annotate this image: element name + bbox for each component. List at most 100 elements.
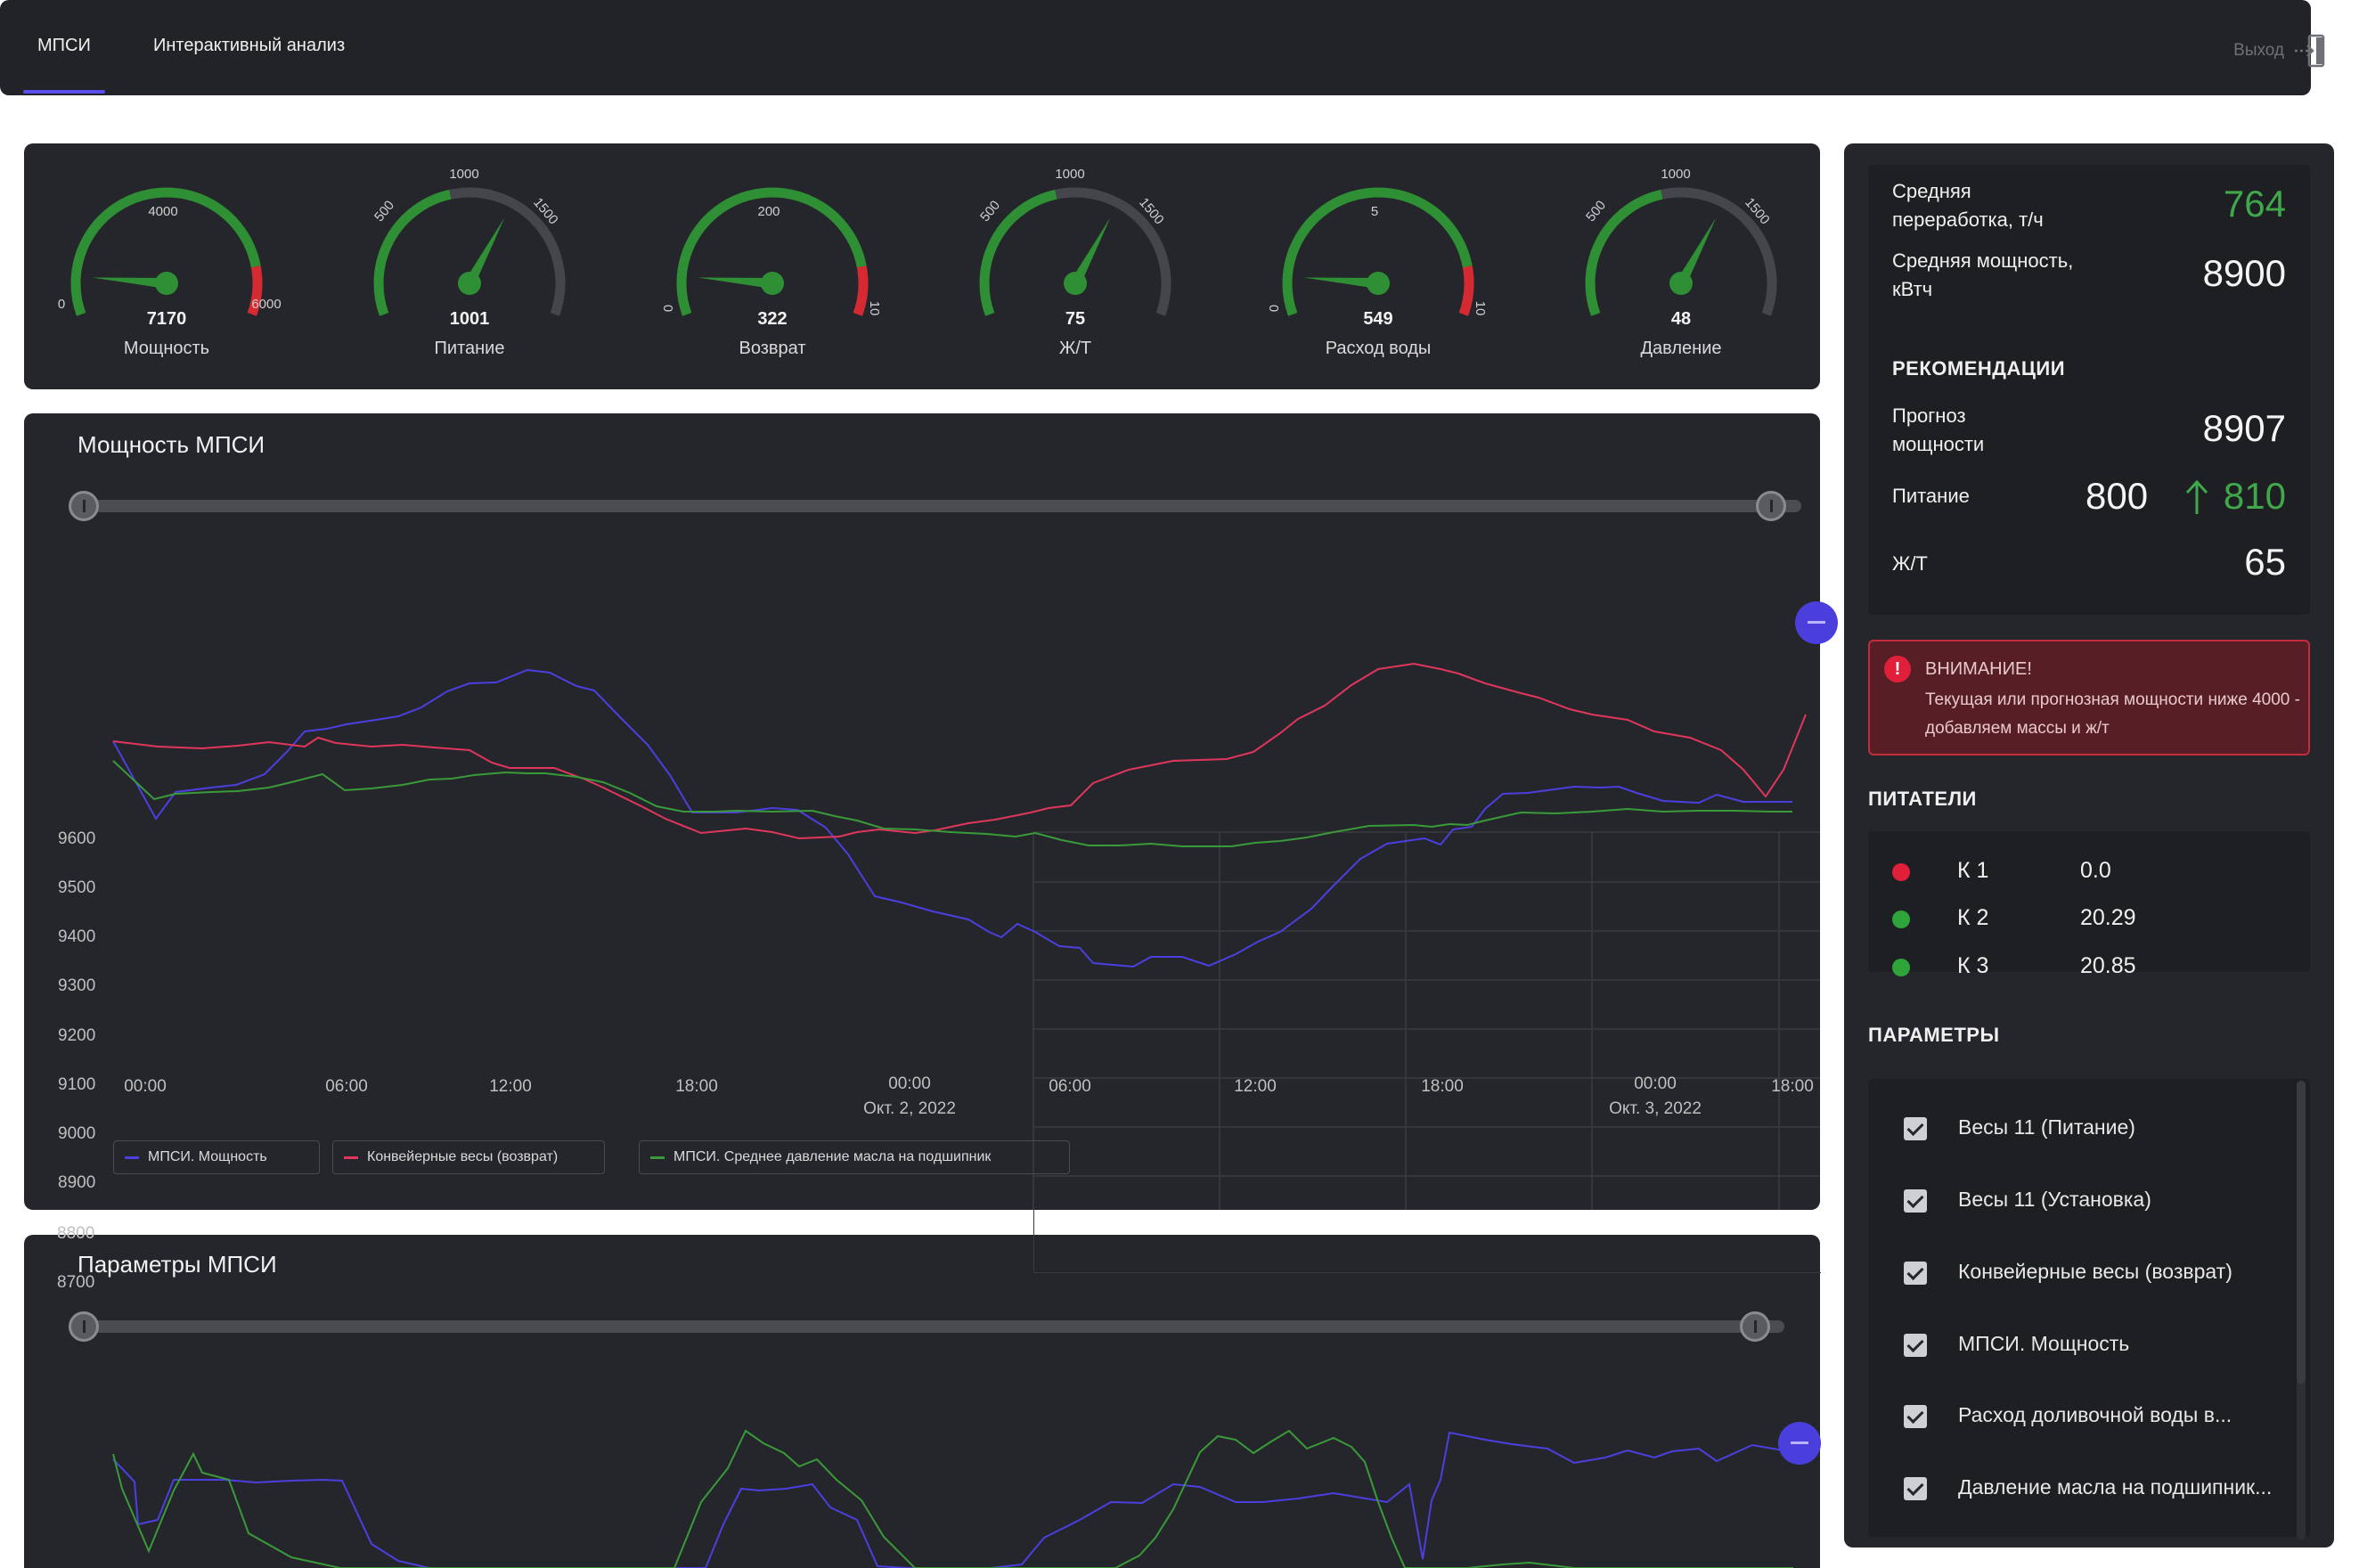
parameter-row[interactable]: МПСИ. Мощность: [1868, 1309, 2287, 1380]
range-slider-start-handle[interactable]: [69, 1311, 99, 1342]
x-tick-label: 18:00: [1771, 1077, 1814, 1096]
parameters-box: [1868, 1079, 2310, 1537]
range-slider-end-handle[interactable]: [1740, 1311, 1770, 1342]
feeder-value: 20.29: [2080, 905, 2136, 930]
gauge-tick-label: 10: [1473, 301, 1488, 316]
alert-title: ВНИМАНИЕ!: [1925, 659, 2032, 679]
x-tick-label: 18:00: [1421, 1077, 1464, 1096]
parameters-heading: ПАРАМЕТРЫ: [1868, 1024, 2000, 1046]
parameters-scrollbar-thumb[interactable]: [2297, 1081, 2306, 1384]
parameter-checkbox[interactable]: [1904, 1477, 1927, 1500]
params-chart-panel: Параметры МПСИ: [24, 1235, 1821, 1568]
feeder-row: К 3 20.85: [1868, 943, 2310, 991]
gauge-label: Мощность: [123, 339, 210, 358]
avg-processing-label: Средняя переработка, т/ч: [1892, 180, 2044, 231]
y-tick-label: 9600: [58, 829, 95, 848]
gauge-tick-label: 10: [867, 301, 882, 316]
legend-label: МПСИ. Среднее давление масла на подшипни…: [673, 1149, 992, 1164]
legend-swatch: [125, 1156, 139, 1159]
gauge-label: Ж/Т: [1058, 339, 1092, 358]
parameter-checkbox[interactable]: [1904, 1334, 1927, 1357]
range-slider-end-handle[interactable]: [1756, 491, 1786, 521]
grid-overflow: [1033, 1210, 1821, 1273]
gauge-6: 500 1000 1500 48 Давление: [1547, 143, 1815, 389]
gauge-tick-label: 6000: [251, 297, 281, 312]
parameter-row[interactable]: Расход доливочной воды в...: [1868, 1380, 2287, 1451]
collapse-button[interactable]: [1778, 1422, 1821, 1465]
legend-swatch: [344, 1156, 358, 1159]
parameter-row[interactable]: Весы 11 (Питание): [1868, 1092, 2287, 1164]
gauge-label: Возврат: [739, 339, 806, 358]
series-line-3: [112, 760, 1792, 847]
avg-power-value: 8900: [2202, 252, 2286, 294]
power-chart-plot: 9600 9500 9400 9300 9200 9100 9000 8900 00:00 06:…: [58, 662, 1820, 1210]
feeders-heading: ПИТАТЕЛИ: [1868, 788, 1977, 810]
series-line-blue: [112, 1431, 1794, 1568]
parameters-scrollbar[interactable]: [2297, 1081, 2306, 1539]
logout-button[interactable]: Выход: [2233, 34, 2325, 68]
logout-icon: [2295, 34, 2325, 68]
feeders-box: [1868, 831, 2310, 972]
parameter-checkbox[interactable]: [1904, 1189, 1927, 1213]
avg-processing-value: 764: [2223, 183, 2286, 225]
gauge-tick-label: 500: [371, 198, 397, 225]
x-tick-label: 00:00: [124, 1077, 167, 1096]
legend-swatch: [650, 1156, 665, 1159]
gauge-tick-label: 1000: [449, 167, 478, 182]
gauge-tick-label: 500: [977, 198, 1003, 225]
parameter-checkbox[interactable]: [1904, 1405, 1927, 1428]
y-tick-label: 9400: [58, 927, 95, 946]
range-slider-track[interactable]: [86, 1320, 1784, 1333]
gauge-label: Давление: [1640, 339, 1722, 358]
parameter-row[interactable]: Давление масла на подшипник...: [1868, 1452, 2287, 1523]
gauge-tick-label: 200: [757, 204, 780, 219]
status-dot: [1892, 911, 1910, 928]
x-tick-label: 06:00: [325, 1077, 368, 1096]
tab-mpsi[interactable]: МПСИ: [37, 36, 91, 55]
chart-title: Мощность МПСИ: [78, 431, 265, 458]
tab-interactive-analysis[interactable]: Интерактивный анализ: [153, 36, 346, 55]
gauge-tick-label: 5: [1371, 204, 1378, 219]
gauge-3: 0 200 10 322 Возврат: [639, 143, 906, 389]
legend-item[interactable]: МПСИ. Мощность: [113, 1140, 320, 1174]
legend-label: МПСИ. Мощность: [148, 1149, 267, 1164]
parameter-checkbox[interactable]: [1904, 1117, 1927, 1140]
gauge-label: Расход воды: [1325, 339, 1432, 358]
parameter-label: МПСИ. Мощность: [1958, 1332, 2130, 1355]
legend-label: Конвейерные весы (возврат): [367, 1149, 559, 1164]
gauge-tick-label: 0: [1266, 305, 1281, 312]
parameter-row[interactable]: Весы 11 (Установка): [1868, 1164, 2287, 1236]
gauge-dial: 0 200 10: [660, 187, 882, 316]
x-tick-label: 12:00: [1234, 1077, 1277, 1096]
top-nav-bar: МПСИ Интерактивный анализ Выход: [0, 0, 2325, 95]
feeder-value: 20.85: [2080, 953, 2136, 978]
x-tick-label: 18:00: [675, 1077, 718, 1096]
parameter-row[interactable]: Конвейерные весы (возврат): [1868, 1237, 2287, 1308]
gauges-panel: 0 4000 6000 7170 Мощность 500 1000 1500 1001 Пита…: [24, 143, 1820, 389]
range-slider-track[interactable]: [86, 500, 1801, 512]
active-tab-indicator: [23, 90, 105, 94]
feeder-name: К 2: [1957, 905, 1989, 930]
forecast-value: 8907: [2202, 407, 2286, 449]
x-tick-label: 00:00: [888, 1074, 931, 1093]
y-tick-label: 8700: [57, 1273, 95, 1292]
legend-item[interactable]: МПСИ. Среднее давление масла на подшипни…: [639, 1140, 1070, 1174]
y-tick-label: 9500: [58, 878, 95, 897]
x-tick-date: Окт. 3, 2022: [1609, 1099, 1702, 1118]
right-sidebar: Средняя переработка, т/ч 764 Средняя мощ…: [1844, 143, 2334, 1548]
parameter-checkbox[interactable]: [1904, 1262, 1927, 1285]
gauge-tick-label: 0: [58, 297, 65, 312]
gauge-tick-label: 4000: [148, 204, 177, 219]
logout-label: Выход: [2233, 41, 2284, 60]
range-slider-start-handle[interactable]: [69, 491, 99, 521]
y-tick-label: 9100: [58, 1075, 95, 1094]
gauge-value: 1001: [449, 309, 490, 329]
gauge-value: 322: [757, 309, 788, 329]
y-tick-label: 9200: [58, 1026, 95, 1045]
zht-value: 65: [2244, 541, 2286, 583]
collapse-button[interactable]: [1795, 601, 1838, 644]
legend-item[interactable]: Конвейерные весы (возврат): [332, 1140, 605, 1174]
power-chart-panel: Мощность МПСИ 9600 9500 9400 9300 9200 9100 90…: [24, 413, 1838, 1210]
forecast-label: Прогноз мощности: [1892, 404, 1985, 455]
